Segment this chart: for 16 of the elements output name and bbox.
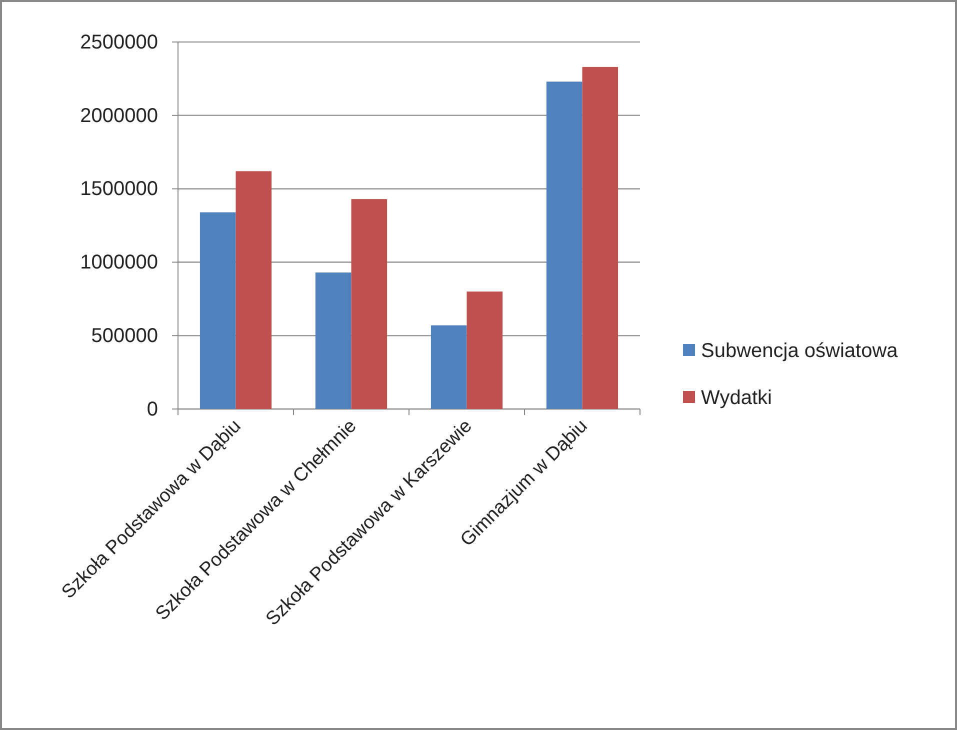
bar xyxy=(546,82,582,409)
y-tick-label: 500000 xyxy=(91,325,158,347)
y-tick-label: 2000000 xyxy=(80,104,158,127)
bar xyxy=(466,292,503,409)
bar xyxy=(200,212,236,409)
y-tick-label: 1000000 xyxy=(80,252,158,274)
bar xyxy=(236,171,272,409)
bar xyxy=(430,325,467,409)
y-tick-label: 2500000 xyxy=(80,31,158,54)
y-tick-label: 0 xyxy=(146,398,158,420)
bar xyxy=(582,66,618,409)
legend-label: Subwencja oświatowa xyxy=(701,340,899,362)
y-tick-label: 1500000 xyxy=(80,178,158,200)
bar xyxy=(315,272,352,409)
bar xyxy=(351,199,388,409)
legend-label: Wydatki xyxy=(701,387,772,409)
